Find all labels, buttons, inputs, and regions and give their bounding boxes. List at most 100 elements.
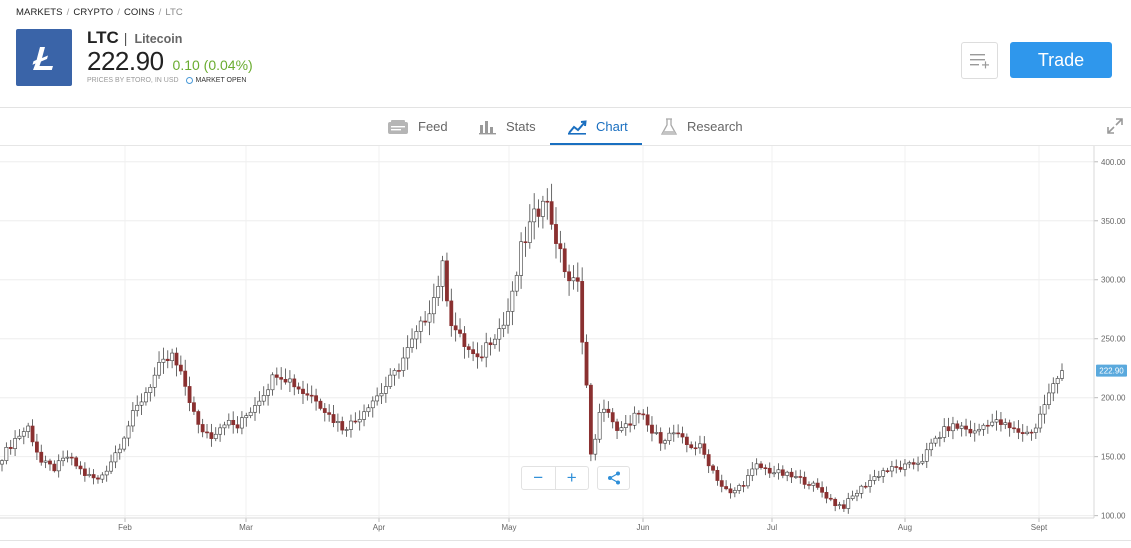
candle-body (48, 460, 52, 465)
candle-body (929, 442, 934, 451)
candle-body (898, 467, 903, 470)
candle-body (205, 431, 209, 434)
candle-body (362, 411, 366, 420)
tab-feed[interactable]: Feed (387, 108, 448, 145)
candle-body (257, 400, 262, 406)
candle-body (623, 423, 628, 428)
candle-body (571, 277, 576, 282)
candle-body (74, 457, 79, 467)
candle-body (728, 488, 733, 494)
candle-body (527, 221, 532, 243)
breadcrumb-separator: / (117, 7, 120, 18)
candle-body (344, 429, 349, 431)
candle-body (266, 389, 270, 396)
ticker-separator: | (123, 30, 128, 46)
candle-body (798, 476, 803, 478)
candle-body (209, 432, 214, 439)
tab-chart[interactable]: Chart (568, 108, 628, 145)
candle-body (999, 419, 1003, 425)
candle-body (453, 325, 458, 331)
candle-body (165, 358, 170, 362)
x-tick-label: Jun (637, 523, 650, 532)
breadcrumb-markets[interactable]: MARKETS (16, 7, 63, 18)
candle-body (715, 470, 720, 481)
candle-body (794, 476, 798, 478)
candle-body (789, 471, 794, 478)
candle-body (994, 419, 999, 423)
zoom-out-button[interactable]: − (533, 468, 544, 487)
candle-body (658, 432, 663, 444)
candle-body (981, 424, 986, 430)
candle-body (414, 331, 419, 340)
tab-research[interactable]: Research (660, 108, 743, 145)
y-tick-label: 400.00 (1101, 158, 1126, 167)
candle-body (628, 423, 633, 426)
candle-body (702, 443, 707, 455)
breadcrumb-coins[interactable]: COINS (123, 7, 155, 18)
trade-button[interactable]: Trade (1010, 42, 1112, 78)
candle-body (96, 477, 100, 480)
candle-body (357, 419, 362, 423)
breadcrumb-crypto[interactable]: CRYPTO (73, 7, 114, 18)
ticker-symbol: LTC (87, 28, 119, 47)
candle-body (785, 471, 790, 476)
candle-body (1055, 378, 1060, 384)
candle-body (863, 485, 868, 488)
candle-body (122, 437, 127, 450)
candle-body (1047, 392, 1051, 405)
candle-body (615, 421, 619, 431)
x-tick-label: Sept (1031, 523, 1048, 532)
y-tick-label: 100.00 (1101, 512, 1126, 521)
candle-body (985, 424, 990, 427)
candle-body (846, 498, 851, 509)
chart-axes: 400.00 350.00 300.00 250.00 200.00 150.00 100.… (0, 146, 1127, 532)
market-status: MARKET OPEN (195, 77, 247, 84)
candle-body (772, 472, 776, 475)
candle-body (689, 444, 694, 449)
tab-stats[interactable]: Stats (479, 108, 536, 145)
breadcrumb-separator: / (66, 7, 70, 18)
candle-body (113, 452, 118, 463)
candle-body (763, 467, 768, 469)
candle-body (514, 275, 519, 292)
candle-body (558, 243, 563, 250)
candle-body (117, 448, 122, 454)
y-tick-label: 250.00 (1101, 335, 1126, 344)
candle-body (213, 433, 218, 439)
candle-body (379, 393, 384, 397)
fullscreen-button[interactable] (1106, 117, 1124, 140)
candle-body (916, 462, 920, 465)
candle-body (331, 414, 336, 423)
candle-body (855, 492, 859, 497)
candle-body (192, 402, 196, 412)
candle-body (218, 427, 223, 435)
candle-body (104, 470, 109, 476)
candle-body (231, 419, 236, 426)
candle-body (69, 456, 74, 459)
price-chart[interactable]: 400.00 350.00 300.00 250.00 200.00 150.00 100.… (0, 146, 1131, 543)
candle-body (593, 438, 598, 455)
fullscreen-icon (1107, 118, 1123, 134)
candle-body (270, 374, 275, 391)
price-row: 222.90 0.10 (0.04%) (87, 46, 253, 77)
candle-body (178, 364, 183, 372)
candle-body (61, 457, 65, 462)
candle-body (815, 482, 820, 488)
candle-body (959, 425, 964, 429)
last-price-tag (1096, 364, 1127, 377)
current-price: 222.90 (87, 46, 164, 76)
candle-body (0, 460, 4, 465)
share-button[interactable] (597, 466, 630, 490)
candle-body (641, 413, 646, 416)
candle-body (222, 424, 227, 429)
candlestick-chart[interactable]: 400.00 350.00 300.00 250.00 200.00 150.00 100.… (0, 146, 1131, 543)
candle-body (405, 347, 410, 359)
y-tick-label: 300.00 (1101, 276, 1126, 285)
zoom-in-button[interactable]: + (566, 468, 577, 487)
candle-body (366, 407, 371, 413)
last-price-label: 222.90 (1099, 367, 1124, 376)
candle-body (820, 487, 824, 493)
add-to-watchlist-button[interactable] (961, 42, 998, 79)
candle-body (606, 408, 611, 413)
candle-body (187, 386, 192, 403)
